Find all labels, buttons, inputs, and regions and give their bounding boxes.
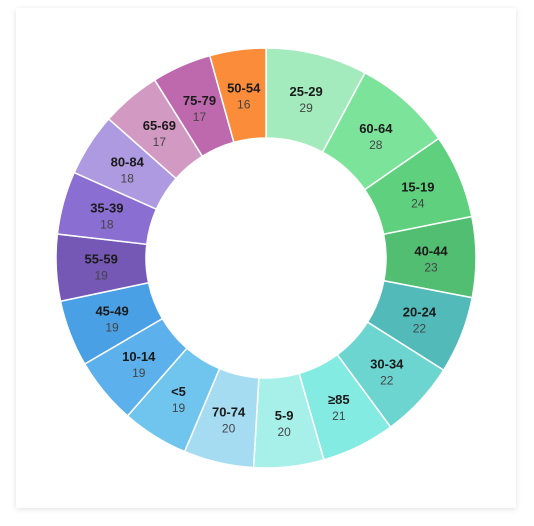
slice-value-label: 29 — [299, 101, 313, 115]
slice-category-label: 5-9 — [275, 408, 294, 423]
slice-category-label: 10-14 — [122, 349, 156, 364]
donut-slice-group[interactable]: 35-39 18 — [56, 171, 158, 246]
slice-value-label: 19 — [105, 320, 119, 334]
donut-slice-group[interactable]: 65-69 17 — [107, 78, 204, 180]
slice-value-label: 28 — [369, 138, 383, 152]
donut-slice-group[interactable]: 60-64 28 — [321, 71, 440, 191]
donut-slice-group[interactable]: 50-54 16 — [208, 47, 267, 144]
slice-category-label: 50-54 — [227, 81, 261, 96]
slice-value-label: 20 — [222, 422, 236, 436]
donut-slice-group[interactable]: 30-34 22 — [336, 321, 445, 429]
slice-category-label: <5 — [171, 384, 186, 399]
slice-category-label: ≥85 — [328, 392, 350, 407]
slice-value-label: 19 — [172, 401, 186, 415]
slice-value-label: 20 — [277, 425, 291, 439]
donut-slice-group[interactable]: 40-44 23 — [382, 215, 477, 299]
chart-card: 25-29 29 60-64 28 15-19 24 40-44 23 20-24 22 30-34… — [16, 8, 516, 508]
slice-value-label: 22 — [413, 322, 427, 336]
slice-category-label: 30-34 — [370, 356, 404, 371]
slice-value-label: 17 — [153, 135, 167, 149]
slice-category-label: 75-79 — [183, 93, 216, 108]
donut-slice-group[interactable]: 25-29 29 — [265, 47, 367, 154]
slice-value-label: 16 — [237, 98, 251, 112]
slice-category-label: 45-49 — [95, 303, 128, 318]
donut-slice-group[interactable]: 75-79 17 — [153, 54, 235, 158]
slice-category-label: 55-59 — [85, 252, 118, 267]
donut-slice-group[interactable]: 55-59 19 — [55, 233, 150, 303]
slice-value-label: 24 — [411, 196, 425, 210]
slice-value-label: 21 — [332, 409, 346, 423]
donut-slice[interactable] — [208, 47, 267, 144]
slice-value-label: 17 — [193, 110, 207, 124]
slice-value-label: 18 — [100, 218, 114, 232]
slice-category-label: 80-84 — [111, 155, 145, 170]
slice-value-label: 19 — [132, 366, 146, 380]
slice-category-label: 15-19 — [401, 179, 434, 194]
slice-category-label: 25-29 — [289, 84, 322, 99]
slice-category-label: 35-39 — [90, 201, 123, 216]
slice-value-label: 19 — [94, 269, 108, 283]
slice-value-label: 18 — [121, 172, 135, 186]
slice-value-label: 22 — [380, 373, 394, 387]
donut-chart: 25-292960-642815-192440-442320-242230-34… — [55, 47, 477, 469]
slice-category-label: 60-64 — [359, 121, 393, 136]
slice-category-label: 40-44 — [414, 243, 448, 258]
slice-value-label: 23 — [424, 260, 438, 274]
slice-category-label: 20-24 — [403, 305, 437, 320]
slice-category-label: 65-69 — [143, 118, 176, 133]
donut-slice-group[interactable]: 80-84 18 — [73, 117, 178, 211]
slice-category-label: 70-74 — [212, 405, 246, 420]
